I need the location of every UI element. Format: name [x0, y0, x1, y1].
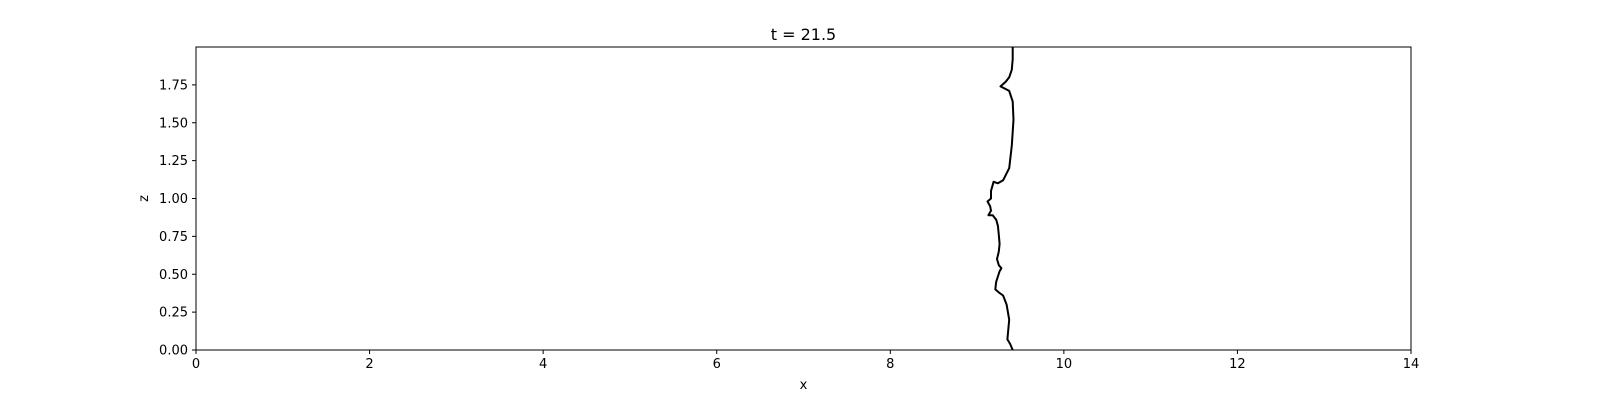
- y-tick-label: 1.75: [159, 78, 188, 93]
- interface-line: [986, 47, 1015, 351]
- chart-title: t = 21.5: [771, 25, 836, 44]
- x-tick-label: 12: [1229, 357, 1246, 372]
- y-axis-label: z: [137, 195, 152, 202]
- x-axis: 0 2 4 6 8 10 12 14: [192, 350, 1419, 372]
- x-tick-label: 10: [1056, 357, 1073, 372]
- y-axis: 0.00 0.25 0.50 0.75 1.00 1.25 1.50 1.75: [159, 78, 196, 359]
- x-tick-label: 0: [192, 357, 200, 372]
- x-tick-label: 4: [539, 357, 547, 372]
- y-tick-label: 1.00: [159, 192, 188, 207]
- x-tick-label: 14: [1403, 357, 1420, 372]
- x-tick-label: 6: [713, 357, 721, 372]
- y-tick-label: 0.50: [159, 268, 188, 283]
- y-tick-label: 1.50: [159, 116, 188, 131]
- y-tick-label: 0.75: [159, 230, 188, 245]
- y-tick-label: 1.25: [159, 154, 188, 169]
- plot-frame: [195, 46, 1412, 351]
- y-tick-label: 0.00: [159, 344, 188, 359]
- x-tick-label: 2: [365, 357, 373, 372]
- x-tick-label: 8: [886, 357, 894, 372]
- y-tick-label: 0.25: [159, 306, 188, 321]
- x-axis-label: x: [800, 378, 808, 393]
